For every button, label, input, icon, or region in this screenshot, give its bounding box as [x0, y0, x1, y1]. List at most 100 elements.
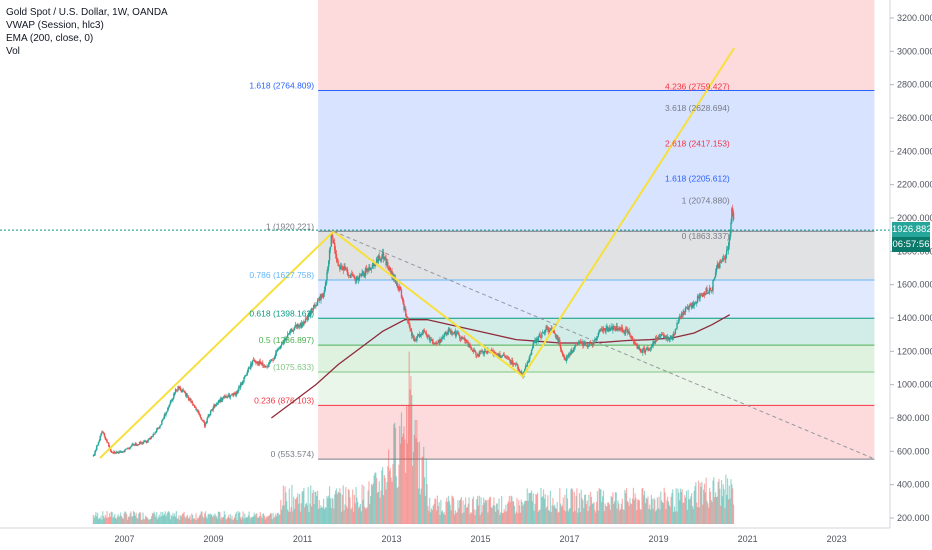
volume-bar — [551, 505, 553, 524]
volume-bar — [477, 496, 479, 524]
volume-bar — [726, 478, 729, 524]
volume-bar — [136, 517, 138, 524]
legend-title: Gold Spot / U.S. Dollar, 1W, OANDA — [6, 7, 168, 18]
volume-bar — [545, 508, 547, 524]
candle-body — [240, 383, 243, 386]
volume-bar — [560, 503, 562, 524]
candle-body — [154, 433, 156, 435]
volume-bar — [447, 501, 449, 524]
volume-bar — [534, 503, 536, 524]
candle-body — [301, 324, 303, 328]
candle-body — [682, 313, 684, 316]
candle-body — [368, 267, 370, 271]
volume-bar — [370, 496, 372, 524]
candle-body — [320, 294, 322, 301]
legend-vwap[interactable]: VWAP (Session, hlc3) — [6, 20, 104, 31]
candle-body — [102, 431, 104, 433]
candle-body — [118, 451, 120, 454]
candle-body — [533, 341, 535, 343]
volume-bar — [294, 499, 296, 524]
volume-bar — [460, 496, 462, 524]
volume-bar — [339, 488, 341, 524]
candle-body — [294, 324, 297, 328]
volume-bar — [372, 483, 374, 524]
candle-body — [145, 441, 148, 443]
volume-bar — [479, 514, 481, 524]
candle-body — [681, 313, 683, 316]
candle-body — [411, 331, 413, 337]
volume-bar — [382, 495, 385, 524]
volume-bar — [314, 491, 316, 524]
volume-bar — [198, 517, 200, 524]
volume-bar — [719, 488, 721, 524]
candle-body — [227, 396, 229, 398]
volume-bar — [289, 511, 291, 524]
candle-body — [304, 318, 307, 323]
candle-body — [355, 279, 357, 281]
volume-bar — [609, 509, 611, 524]
candle-body — [569, 354, 571, 356]
candle-body — [654, 341, 656, 344]
candle-body — [710, 290, 712, 291]
candle-body — [179, 387, 181, 389]
volume-bar — [341, 494, 344, 524]
candle-body — [187, 396, 190, 399]
candle-body — [732, 212, 735, 220]
y-tick-label: 600.000 — [897, 446, 930, 456]
volume-bar — [393, 424, 395, 524]
volume-bar — [95, 512, 97, 524]
volume-bar — [730, 479, 732, 524]
candle-body — [341, 266, 344, 270]
volume-bar — [383, 475, 385, 524]
volume-bar — [226, 518, 228, 524]
candle-body — [161, 419, 164, 421]
volume-bar — [537, 511, 540, 524]
candle-body — [651, 346, 653, 348]
volume-bar — [237, 511, 239, 524]
candle-body — [298, 325, 301, 327]
candle-body — [110, 450, 113, 453]
candle-body — [687, 308, 689, 310]
volume-bar — [429, 497, 431, 524]
candle-body — [280, 343, 283, 346]
candle-body — [663, 334, 665, 339]
candle-body — [718, 263, 720, 269]
volume-bar — [573, 492, 575, 524]
volume-bar — [540, 487, 542, 524]
candle-body — [725, 254, 727, 260]
candle-body — [180, 390, 183, 393]
volume-bar — [688, 498, 690, 524]
volume-bar — [110, 511, 112, 524]
volume-bar — [352, 489, 354, 524]
trendline-dashed — [333, 230, 873, 459]
volume-bar — [103, 518, 106, 524]
candle-body — [433, 342, 435, 344]
legend-ema[interactable]: EMA (200, close, 0) — [6, 33, 94, 44]
volume-bar — [524, 500, 527, 524]
candle-body — [265, 366, 267, 367]
candle-body — [615, 326, 617, 331]
candle-body — [664, 336, 666, 339]
candle-body — [444, 332, 446, 334]
volume-bar — [614, 492, 617, 524]
x-tick-label: 2007 — [114, 534, 134, 544]
candle-body — [613, 327, 616, 329]
candle-body — [268, 361, 271, 363]
candle-body — [348, 275, 350, 276]
volume-bar — [595, 512, 597, 524]
volume-bar — [313, 504, 315, 524]
volume-bar — [142, 512, 144, 524]
volume-bar — [305, 502, 308, 524]
legend-vol[interactable]: Vol — [6, 46, 20, 57]
candle-body — [263, 365, 266, 367]
candle-body — [414, 339, 416, 341]
candle-body — [571, 351, 574, 354]
volume-bar — [141, 519, 143, 524]
candle-body — [129, 447, 131, 449]
volume-bar — [309, 503, 311, 524]
candle-body — [560, 349, 563, 352]
candle-body — [345, 268, 348, 270]
volume-bar — [663, 487, 665, 524]
